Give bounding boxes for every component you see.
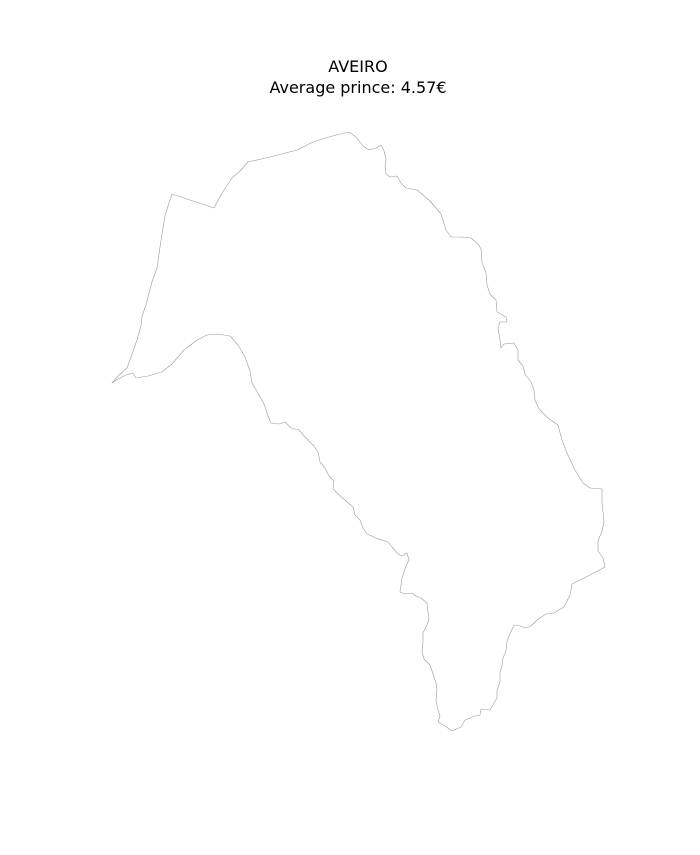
average-price-subtitle: Average prince: 4.57€ xyxy=(269,78,447,97)
map-title: AVEIRO xyxy=(328,57,388,76)
region-outline-aveiro xyxy=(111,131,606,732)
